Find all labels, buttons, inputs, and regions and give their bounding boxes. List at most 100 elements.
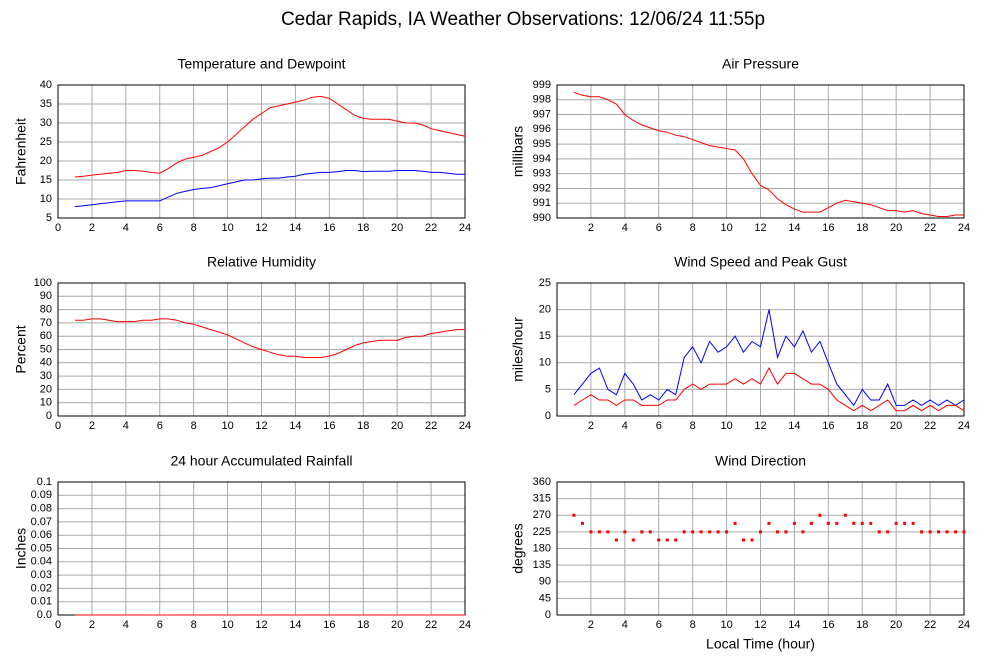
point bbox=[614, 538, 618, 542]
point bbox=[869, 521, 873, 525]
x-tick-label: 0 bbox=[55, 222, 61, 234]
x-tick-label: 10 bbox=[221, 619, 233, 631]
point bbox=[691, 530, 695, 534]
x-tick-label: 4 bbox=[123, 420, 129, 432]
y-tick-label: 180 bbox=[533, 542, 551, 554]
point bbox=[835, 521, 839, 525]
x-tick-label: 20 bbox=[391, 420, 403, 432]
x-tick-label: 18 bbox=[856, 420, 868, 432]
y-tick-label: 90 bbox=[40, 290, 52, 302]
point bbox=[725, 530, 729, 534]
x-tick-label: 16 bbox=[822, 222, 834, 234]
x-tick-label: 6 bbox=[157, 222, 163, 234]
x-tick-label: 0 bbox=[55, 619, 61, 631]
x-tick-label: 2 bbox=[89, 222, 95, 234]
point bbox=[750, 538, 754, 542]
x-tick-label: 16 bbox=[822, 619, 834, 631]
y-tick-label: 5 bbox=[46, 212, 52, 224]
series-line bbox=[75, 318, 465, 358]
x-tick-label: 2 bbox=[588, 619, 594, 631]
point bbox=[775, 530, 779, 534]
plot-frame bbox=[556, 481, 965, 616]
point bbox=[911, 521, 915, 525]
x-tick-label: 16 bbox=[323, 420, 335, 432]
x-tick-label: 18 bbox=[357, 420, 369, 432]
point bbox=[877, 530, 881, 534]
y-tick-label: 992 bbox=[533, 182, 551, 194]
y-tick-label: 20 bbox=[40, 155, 52, 167]
point bbox=[818, 513, 822, 517]
y-axis-label: millibars bbox=[510, 126, 526, 177]
x-tick-label: 22 bbox=[924, 420, 936, 432]
y-axis-label: Fahrenheit bbox=[13, 118, 29, 185]
chart-title: Air Pressure bbox=[722, 56, 799, 72]
x-tick-label: 4 bbox=[622, 420, 628, 432]
x-tick-label: 20 bbox=[391, 619, 403, 631]
x-tick-label: 14 bbox=[289, 420, 301, 432]
y-tick-label: 100 bbox=[34, 277, 52, 289]
series-line bbox=[74, 170, 465, 208]
y-tick-label: 993 bbox=[533, 168, 551, 180]
series-line bbox=[573, 309, 965, 407]
point bbox=[572, 513, 576, 517]
x-tick-label: 14 bbox=[289, 222, 301, 234]
x-tick-label: 6 bbox=[656, 619, 662, 631]
y-axis-label: degrees bbox=[510, 523, 526, 574]
y-tick-label: 40 bbox=[40, 357, 52, 369]
x-tick-label: 24 bbox=[958, 619, 970, 631]
y-tick-label: 60 bbox=[40, 330, 52, 342]
y-tick-label: 50 bbox=[40, 343, 52, 355]
y-tick-label: 20 bbox=[40, 383, 52, 395]
x-tick-label: 4 bbox=[622, 222, 628, 234]
y-tick-label: 0.03 bbox=[31, 569, 52, 581]
y-tick-label: 135 bbox=[533, 559, 551, 571]
y-tick-label: 90 bbox=[539, 576, 551, 588]
x-tick-label: 22 bbox=[924, 222, 936, 234]
y-tick-label: 0.05 bbox=[31, 542, 52, 554]
y-tick-label: 25 bbox=[40, 136, 52, 148]
x-tick-label: 14 bbox=[289, 619, 301, 631]
x-tick-label: 6 bbox=[157, 619, 163, 631]
chart-title: Wind Direction bbox=[715, 453, 806, 469]
point bbox=[733, 521, 737, 525]
x-tick-label: 4 bbox=[622, 619, 628, 631]
y-tick-label: 0 bbox=[545, 609, 551, 621]
plot-frame bbox=[57, 84, 466, 219]
x-tick-label: 20 bbox=[890, 420, 902, 432]
x-tick-label: 8 bbox=[690, 619, 696, 631]
x-tick-label: 8 bbox=[690, 420, 696, 432]
y-tick-label: 996 bbox=[533, 123, 551, 135]
x-tick-label: 14 bbox=[788, 619, 800, 631]
point bbox=[623, 530, 627, 534]
chart-title: Temperature and Dewpoint bbox=[177, 56, 345, 72]
point bbox=[784, 530, 788, 534]
x-tick-label: 22 bbox=[425, 222, 437, 234]
x-tick-label: 12 bbox=[754, 420, 766, 432]
point bbox=[954, 530, 958, 534]
point bbox=[631, 538, 635, 542]
point bbox=[682, 530, 686, 534]
point bbox=[580, 521, 584, 525]
y-tick-label: 10 bbox=[539, 357, 551, 369]
x-tick-label: 2 bbox=[588, 420, 594, 432]
point bbox=[937, 530, 941, 534]
plot-frame bbox=[556, 282, 965, 417]
series-line bbox=[573, 91, 964, 217]
point bbox=[648, 530, 652, 534]
chart-title: Relative Humidity bbox=[207, 254, 316, 270]
x-tick-label: 18 bbox=[357, 222, 369, 234]
chart-title: 24 hour Accumulated Rainfall bbox=[170, 453, 352, 469]
y-tick-label: 999 bbox=[533, 79, 551, 91]
x-tick-label: 16 bbox=[822, 420, 834, 432]
y-tick-label: 225 bbox=[533, 526, 551, 538]
x-tick-label: 18 bbox=[856, 222, 868, 234]
y-axis-label: miles/hour bbox=[510, 317, 526, 382]
plot-frame bbox=[57, 282, 466, 417]
point bbox=[809, 521, 813, 525]
y-tick-label: 45 bbox=[539, 592, 551, 604]
x-tick-label: 6 bbox=[656, 222, 662, 234]
point bbox=[674, 538, 678, 542]
series-line bbox=[74, 95, 466, 178]
x-tick-label: 12 bbox=[754, 619, 766, 631]
